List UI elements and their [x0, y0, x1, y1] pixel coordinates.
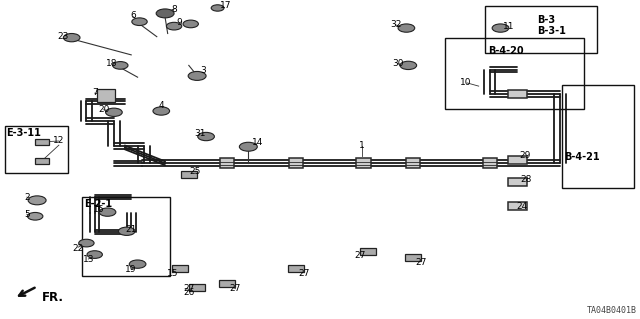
Text: 15: 15: [167, 269, 179, 278]
Circle shape: [211, 5, 224, 11]
Text: 21: 21: [125, 225, 137, 234]
Circle shape: [239, 142, 257, 151]
Text: TA04B0401B: TA04B0401B: [587, 306, 637, 315]
Text: 31: 31: [194, 129, 205, 138]
Text: 19: 19: [125, 265, 137, 274]
Circle shape: [198, 132, 214, 141]
Circle shape: [129, 260, 146, 268]
Circle shape: [132, 18, 147, 26]
Bar: [35, 158, 49, 164]
Text: 4: 4: [159, 101, 164, 110]
Text: 16: 16: [93, 205, 105, 214]
Text: FR.: FR.: [42, 291, 63, 304]
Text: 14: 14: [252, 138, 263, 147]
Circle shape: [99, 208, 116, 216]
Text: 12: 12: [53, 137, 65, 145]
Circle shape: [188, 71, 206, 80]
Circle shape: [28, 196, 46, 205]
Circle shape: [156, 9, 174, 18]
Bar: [35, 139, 49, 145]
Circle shape: [106, 108, 122, 116]
Text: 9: 9: [177, 19, 182, 27]
Text: 7: 7: [92, 88, 97, 97]
Bar: [360, 248, 376, 255]
Bar: [405, 254, 421, 261]
Text: 27: 27: [183, 284, 195, 293]
Text: 24: 24: [516, 202, 527, 211]
Circle shape: [492, 24, 509, 32]
Text: 5: 5: [24, 210, 29, 219]
Text: 13: 13: [83, 255, 94, 263]
Circle shape: [183, 20, 198, 28]
Bar: [219, 280, 236, 287]
Bar: [485, 6, 597, 53]
Bar: [562, 85, 634, 188]
Bar: [508, 90, 527, 98]
Text: 3: 3: [201, 66, 206, 75]
Text: 25: 25: [189, 167, 201, 176]
Bar: [82, 197, 170, 276]
Text: 30: 30: [392, 59, 404, 68]
Text: 22: 22: [72, 244, 84, 253]
Text: 32: 32: [390, 20, 401, 29]
Circle shape: [87, 251, 102, 258]
Text: 26: 26: [183, 288, 195, 297]
Text: 10: 10: [460, 78, 472, 87]
Bar: [180, 171, 197, 178]
Text: 23: 23: [57, 32, 68, 41]
Bar: [172, 265, 188, 272]
Bar: [445, 38, 584, 109]
Text: 17: 17: [220, 1, 231, 10]
Bar: [406, 158, 420, 168]
Text: 6: 6: [131, 11, 136, 20]
Text: 28: 28: [520, 175, 532, 184]
Text: 20: 20: [98, 105, 109, 114]
Text: E-3-11: E-3-11: [6, 128, 41, 137]
Text: B-4-21: B-4-21: [564, 152, 600, 161]
Circle shape: [28, 212, 43, 220]
Circle shape: [79, 239, 94, 247]
Text: 11: 11: [503, 22, 515, 31]
Bar: [97, 89, 115, 102]
Bar: [508, 202, 527, 210]
Circle shape: [118, 227, 135, 235]
Bar: [508, 179, 527, 186]
Bar: [5, 126, 68, 173]
Circle shape: [113, 62, 128, 69]
Text: B-3: B-3: [538, 15, 556, 25]
Bar: [356, 158, 371, 168]
Bar: [288, 265, 304, 272]
Text: 27: 27: [415, 258, 427, 267]
Circle shape: [166, 22, 182, 30]
Text: 27: 27: [230, 284, 241, 293]
Circle shape: [398, 24, 415, 32]
Circle shape: [63, 33, 80, 42]
Text: 27: 27: [298, 269, 310, 278]
Text: 1: 1: [359, 141, 364, 150]
Text: B-4-20: B-4-20: [488, 46, 524, 56]
Circle shape: [400, 61, 417, 70]
Text: 27: 27: [354, 251, 365, 260]
Bar: [220, 158, 234, 168]
Text: E-2-1: E-2-1: [84, 199, 113, 209]
Text: 29: 29: [519, 151, 531, 160]
Bar: [289, 158, 303, 168]
Bar: [483, 158, 497, 168]
Text: 18: 18: [106, 59, 118, 68]
Text: B-3-1: B-3-1: [538, 26, 566, 36]
Bar: [189, 284, 205, 291]
Bar: [508, 156, 527, 164]
Circle shape: [153, 107, 170, 115]
Text: 2: 2: [24, 193, 29, 202]
Text: 8: 8: [172, 5, 177, 14]
